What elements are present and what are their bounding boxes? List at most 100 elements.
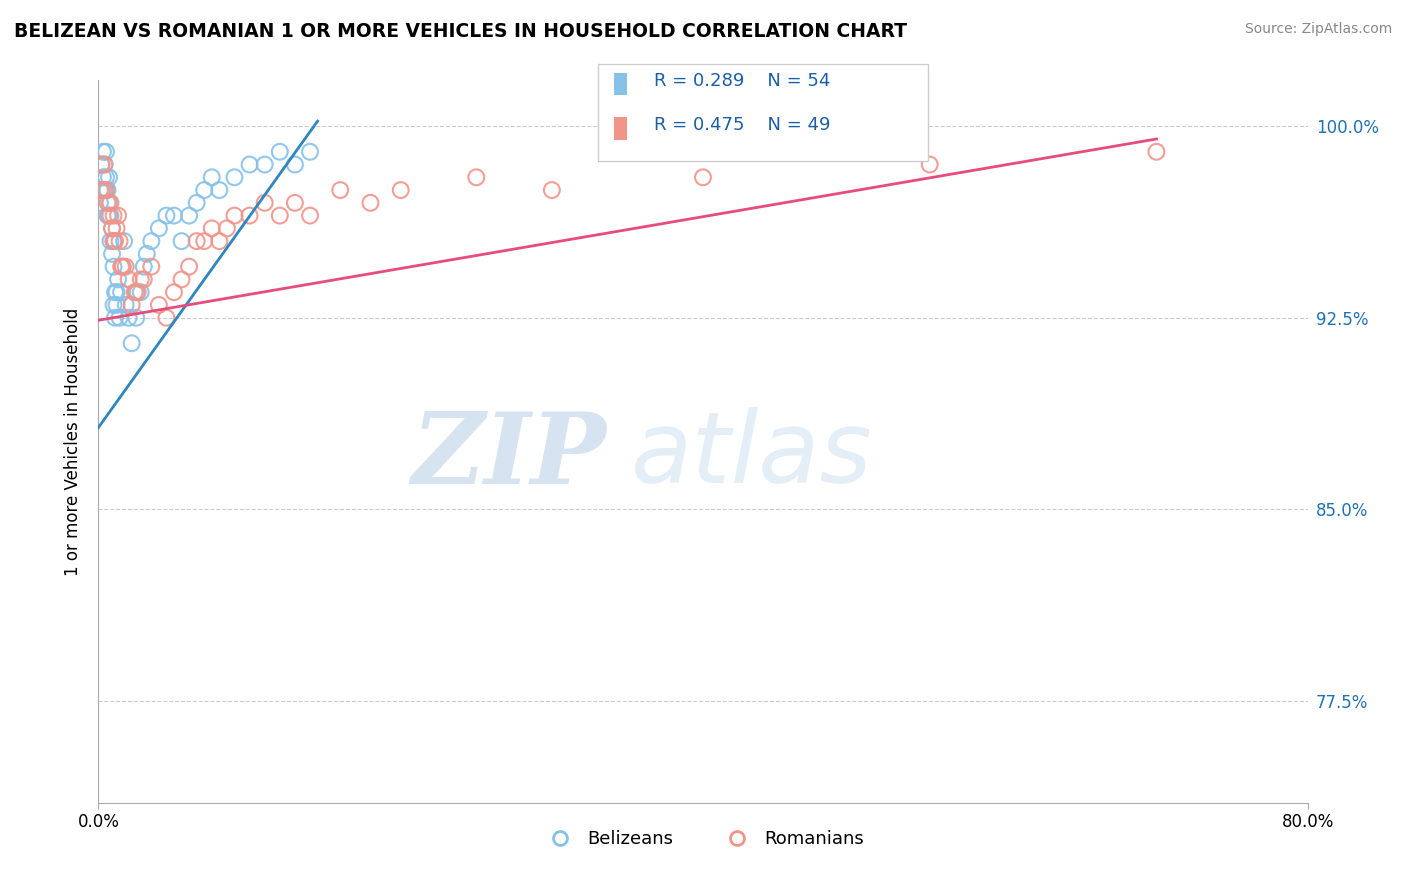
Point (111, 260, 134, 274)
Point (269, 209, 291, 223)
Point (98, 195, 121, 210)
Point (918, 157, 941, 171)
Point (224, 170, 246, 185)
Text: BELIZEAN VS ROMANIAN 1 OR MORE VEHICLES IN HOUSEHOLD CORRELATION CHART: BELIZEAN VS ROMANIAN 1 OR MORE VEHICLES … (14, 22, 907, 41)
Point (111, 260, 134, 274)
Point (170, 234, 193, 248)
Point (239, 209, 262, 223)
Point (121, 336, 143, 351)
Point (118, 310, 141, 325)
Point (465, 170, 488, 185)
Point (105, 221, 128, 235)
Point (179, 209, 201, 223)
Point (193, 183, 215, 197)
Point (284, 157, 307, 171)
Point (148, 298, 170, 312)
Point (121, 298, 143, 312)
Point (186, 195, 208, 210)
Point (179, 260, 201, 274)
Point (284, 195, 307, 210)
Point (208, 183, 231, 197)
Point (96, 195, 118, 210)
Point (141, 260, 163, 274)
Point (96, 209, 118, 223)
Point (112, 234, 135, 248)
Point (98, 170, 121, 185)
Point (91, 170, 114, 185)
Point (114, 260, 136, 274)
Point (101, 247, 124, 261)
Point (224, 209, 246, 223)
Point (124, 285, 146, 300)
Point (253, 195, 276, 210)
Point (239, 157, 262, 171)
Point (148, 221, 170, 235)
Point (329, 183, 352, 197)
Point (93, 157, 115, 171)
Point (127, 285, 149, 300)
Point (110, 260, 132, 274)
Point (93, 183, 115, 197)
Y-axis label: 1 or more Vehicles in Household: 1 or more Vehicles in Household (65, 308, 83, 575)
Point (101, 221, 124, 235)
Point (107, 272, 129, 286)
Point (104, 285, 127, 300)
Point (103, 298, 125, 312)
Point (129, 272, 152, 286)
Point (170, 272, 193, 286)
Point (103, 234, 125, 248)
Point (89, 183, 111, 197)
Point (107, 209, 129, 223)
Point (132, 272, 155, 286)
Point (105, 298, 128, 312)
Point (91, 145, 114, 159)
Point (96, 183, 118, 197)
Point (91, 183, 114, 197)
Point (208, 234, 231, 248)
Point (94, 145, 117, 159)
Point (299, 209, 322, 223)
Point (135, 247, 157, 261)
Point (253, 157, 276, 171)
Point (103, 234, 125, 248)
Point (103, 260, 125, 274)
Point (389, 183, 412, 197)
Point (540, 183, 562, 197)
Point (269, 145, 291, 159)
Point (155, 310, 177, 325)
Point (94, 183, 117, 197)
Point (125, 285, 148, 300)
Point (125, 310, 148, 325)
Legend: Belizeans, Romanians: Belizeans, Romanians (536, 822, 870, 855)
Point (114, 298, 136, 312)
Point (155, 209, 177, 223)
Point (201, 221, 224, 235)
Point (299, 145, 322, 159)
Point (201, 170, 224, 185)
Text: R = 0.289    N = 54: R = 0.289 N = 54 (654, 71, 830, 89)
Point (215, 221, 238, 235)
Point (89, 195, 111, 210)
Point (163, 209, 186, 223)
Point (98, 209, 121, 223)
Point (692, 170, 714, 185)
Point (110, 285, 132, 300)
Point (108, 234, 131, 248)
Point (101, 221, 124, 235)
Point (186, 234, 208, 248)
Point (163, 285, 186, 300)
Point (141, 234, 163, 248)
Point (104, 310, 127, 325)
Point (118, 272, 141, 286)
Point (100, 234, 122, 248)
Text: Source: ZipAtlas.com: Source: ZipAtlas.com (1244, 22, 1392, 37)
Text: ZIP: ZIP (412, 408, 606, 504)
Point (100, 195, 122, 210)
Point (129, 285, 152, 300)
Point (132, 260, 155, 274)
Point (90, 157, 112, 171)
Point (1144, 145, 1167, 159)
Point (103, 209, 125, 223)
Point (90, 157, 112, 171)
Text: R = 0.475    N = 49: R = 0.475 N = 49 (654, 116, 831, 134)
